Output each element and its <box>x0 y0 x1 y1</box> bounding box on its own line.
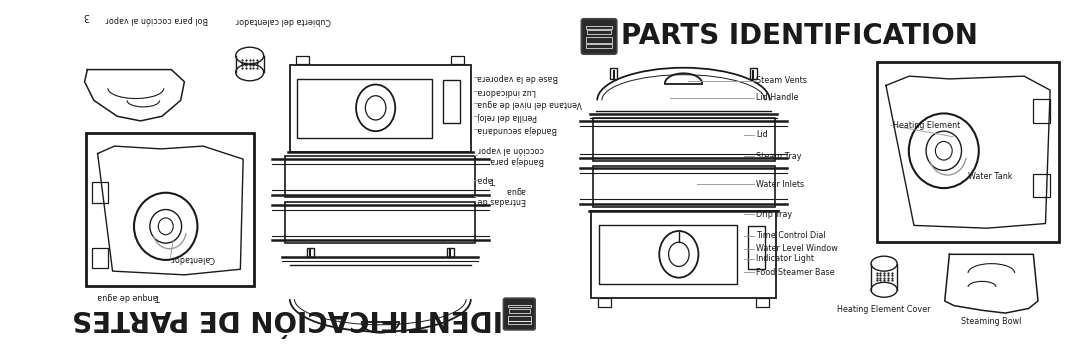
Text: Calentador: Calentador <box>171 254 215 263</box>
Ellipse shape <box>659 231 699 278</box>
Bar <box>586 26 611 29</box>
Ellipse shape <box>235 64 264 81</box>
Ellipse shape <box>235 47 264 64</box>
Bar <box>289 65 471 152</box>
Bar <box>750 68 757 79</box>
Text: 3: 3 <box>83 11 90 21</box>
Text: PARTS IDENTIFICATION: PARTS IDENTIFICATION <box>621 22 977 51</box>
Bar <box>508 305 530 307</box>
Text: Steam Tray: Steam Tray <box>756 152 801 161</box>
Bar <box>593 118 775 161</box>
Bar <box>756 298 769 306</box>
Text: Luz indicadora: Luz indicadora <box>477 87 536 96</box>
Text: Lid Handle: Lid Handle <box>756 93 799 102</box>
Ellipse shape <box>935 141 953 160</box>
Bar <box>307 248 314 257</box>
Bar <box>92 183 108 203</box>
Bar <box>877 62 1059 242</box>
Text: Cubierta del calentador: Cubierta del calentador <box>235 16 330 25</box>
Bar <box>446 248 454 257</box>
Text: Steaming Bowl: Steaming Bowl <box>961 317 1022 326</box>
Ellipse shape <box>872 282 897 297</box>
Ellipse shape <box>872 256 897 271</box>
Ellipse shape <box>356 84 395 131</box>
Text: Water Inlets: Water Inlets <box>756 180 805 189</box>
Bar <box>285 156 475 198</box>
Ellipse shape <box>150 209 181 243</box>
Ellipse shape <box>365 96 386 120</box>
Text: Indicator Light: Indicator Light <box>756 254 814 263</box>
Text: Time Control Dial: Time Control Dial <box>756 231 826 240</box>
Text: Tanque de agua: Tanque de agua <box>97 292 161 301</box>
Ellipse shape <box>908 113 978 188</box>
Bar <box>1034 174 1050 198</box>
Bar <box>747 227 765 269</box>
Ellipse shape <box>134 193 198 260</box>
FancyBboxPatch shape <box>581 19 617 54</box>
Text: Heating Element Cover: Heating Element Cover <box>837 305 931 314</box>
Text: Lid: Lid <box>756 131 768 139</box>
Bar <box>1034 99 1050 123</box>
Text: Steam Vents: Steam Vents <box>756 76 807 85</box>
Text: Entradas de
agua: Entradas de agua <box>477 186 526 205</box>
Text: Perilla del reloj: Perilla del reloj <box>477 112 537 121</box>
Bar <box>597 298 610 306</box>
Text: Bandeja secundaria: Bandeja secundaria <box>477 125 557 134</box>
Text: Bandeja para
cocción al vapor: Bandeja para cocción al vapor <box>477 146 543 165</box>
FancyBboxPatch shape <box>503 298 536 330</box>
Bar <box>509 309 529 313</box>
Bar <box>588 30 610 34</box>
Ellipse shape <box>159 218 173 235</box>
Text: Base de la vaporera: Base de la vaporera <box>477 73 558 82</box>
Text: IDENTIFICACIÓN DE PARTES: IDENTIFICACIÓN DE PARTES <box>72 304 503 332</box>
Ellipse shape <box>926 131 961 170</box>
Bar <box>598 225 737 284</box>
Text: Drip Tray: Drip Tray <box>756 210 793 219</box>
Text: Water Level Window: Water Level Window <box>756 244 838 253</box>
Bar <box>297 79 432 138</box>
Bar <box>451 55 464 64</box>
Text: Ventana del nivel de agua: Ventana del nivel de agua <box>477 99 582 108</box>
Bar <box>92 248 108 268</box>
Text: Tapa: Tapa <box>477 175 496 184</box>
Text: Water Tank: Water Tank <box>968 172 1013 181</box>
Ellipse shape <box>669 242 689 266</box>
Bar <box>593 166 775 207</box>
Text: Bol para cocción al vapor: Bol para cocción al vapor <box>105 15 207 25</box>
Bar <box>508 316 530 321</box>
Bar <box>586 44 611 48</box>
Text: Food Steamer Base: Food Steamer Base <box>756 268 835 276</box>
Bar <box>443 80 460 123</box>
Bar <box>508 321 530 324</box>
Bar <box>610 68 618 79</box>
Bar <box>285 202 475 243</box>
Bar <box>586 37 611 43</box>
Text: Heating Element: Heating Element <box>893 121 961 130</box>
Bar <box>86 133 255 286</box>
Bar <box>591 211 775 298</box>
Bar <box>296 55 309 64</box>
